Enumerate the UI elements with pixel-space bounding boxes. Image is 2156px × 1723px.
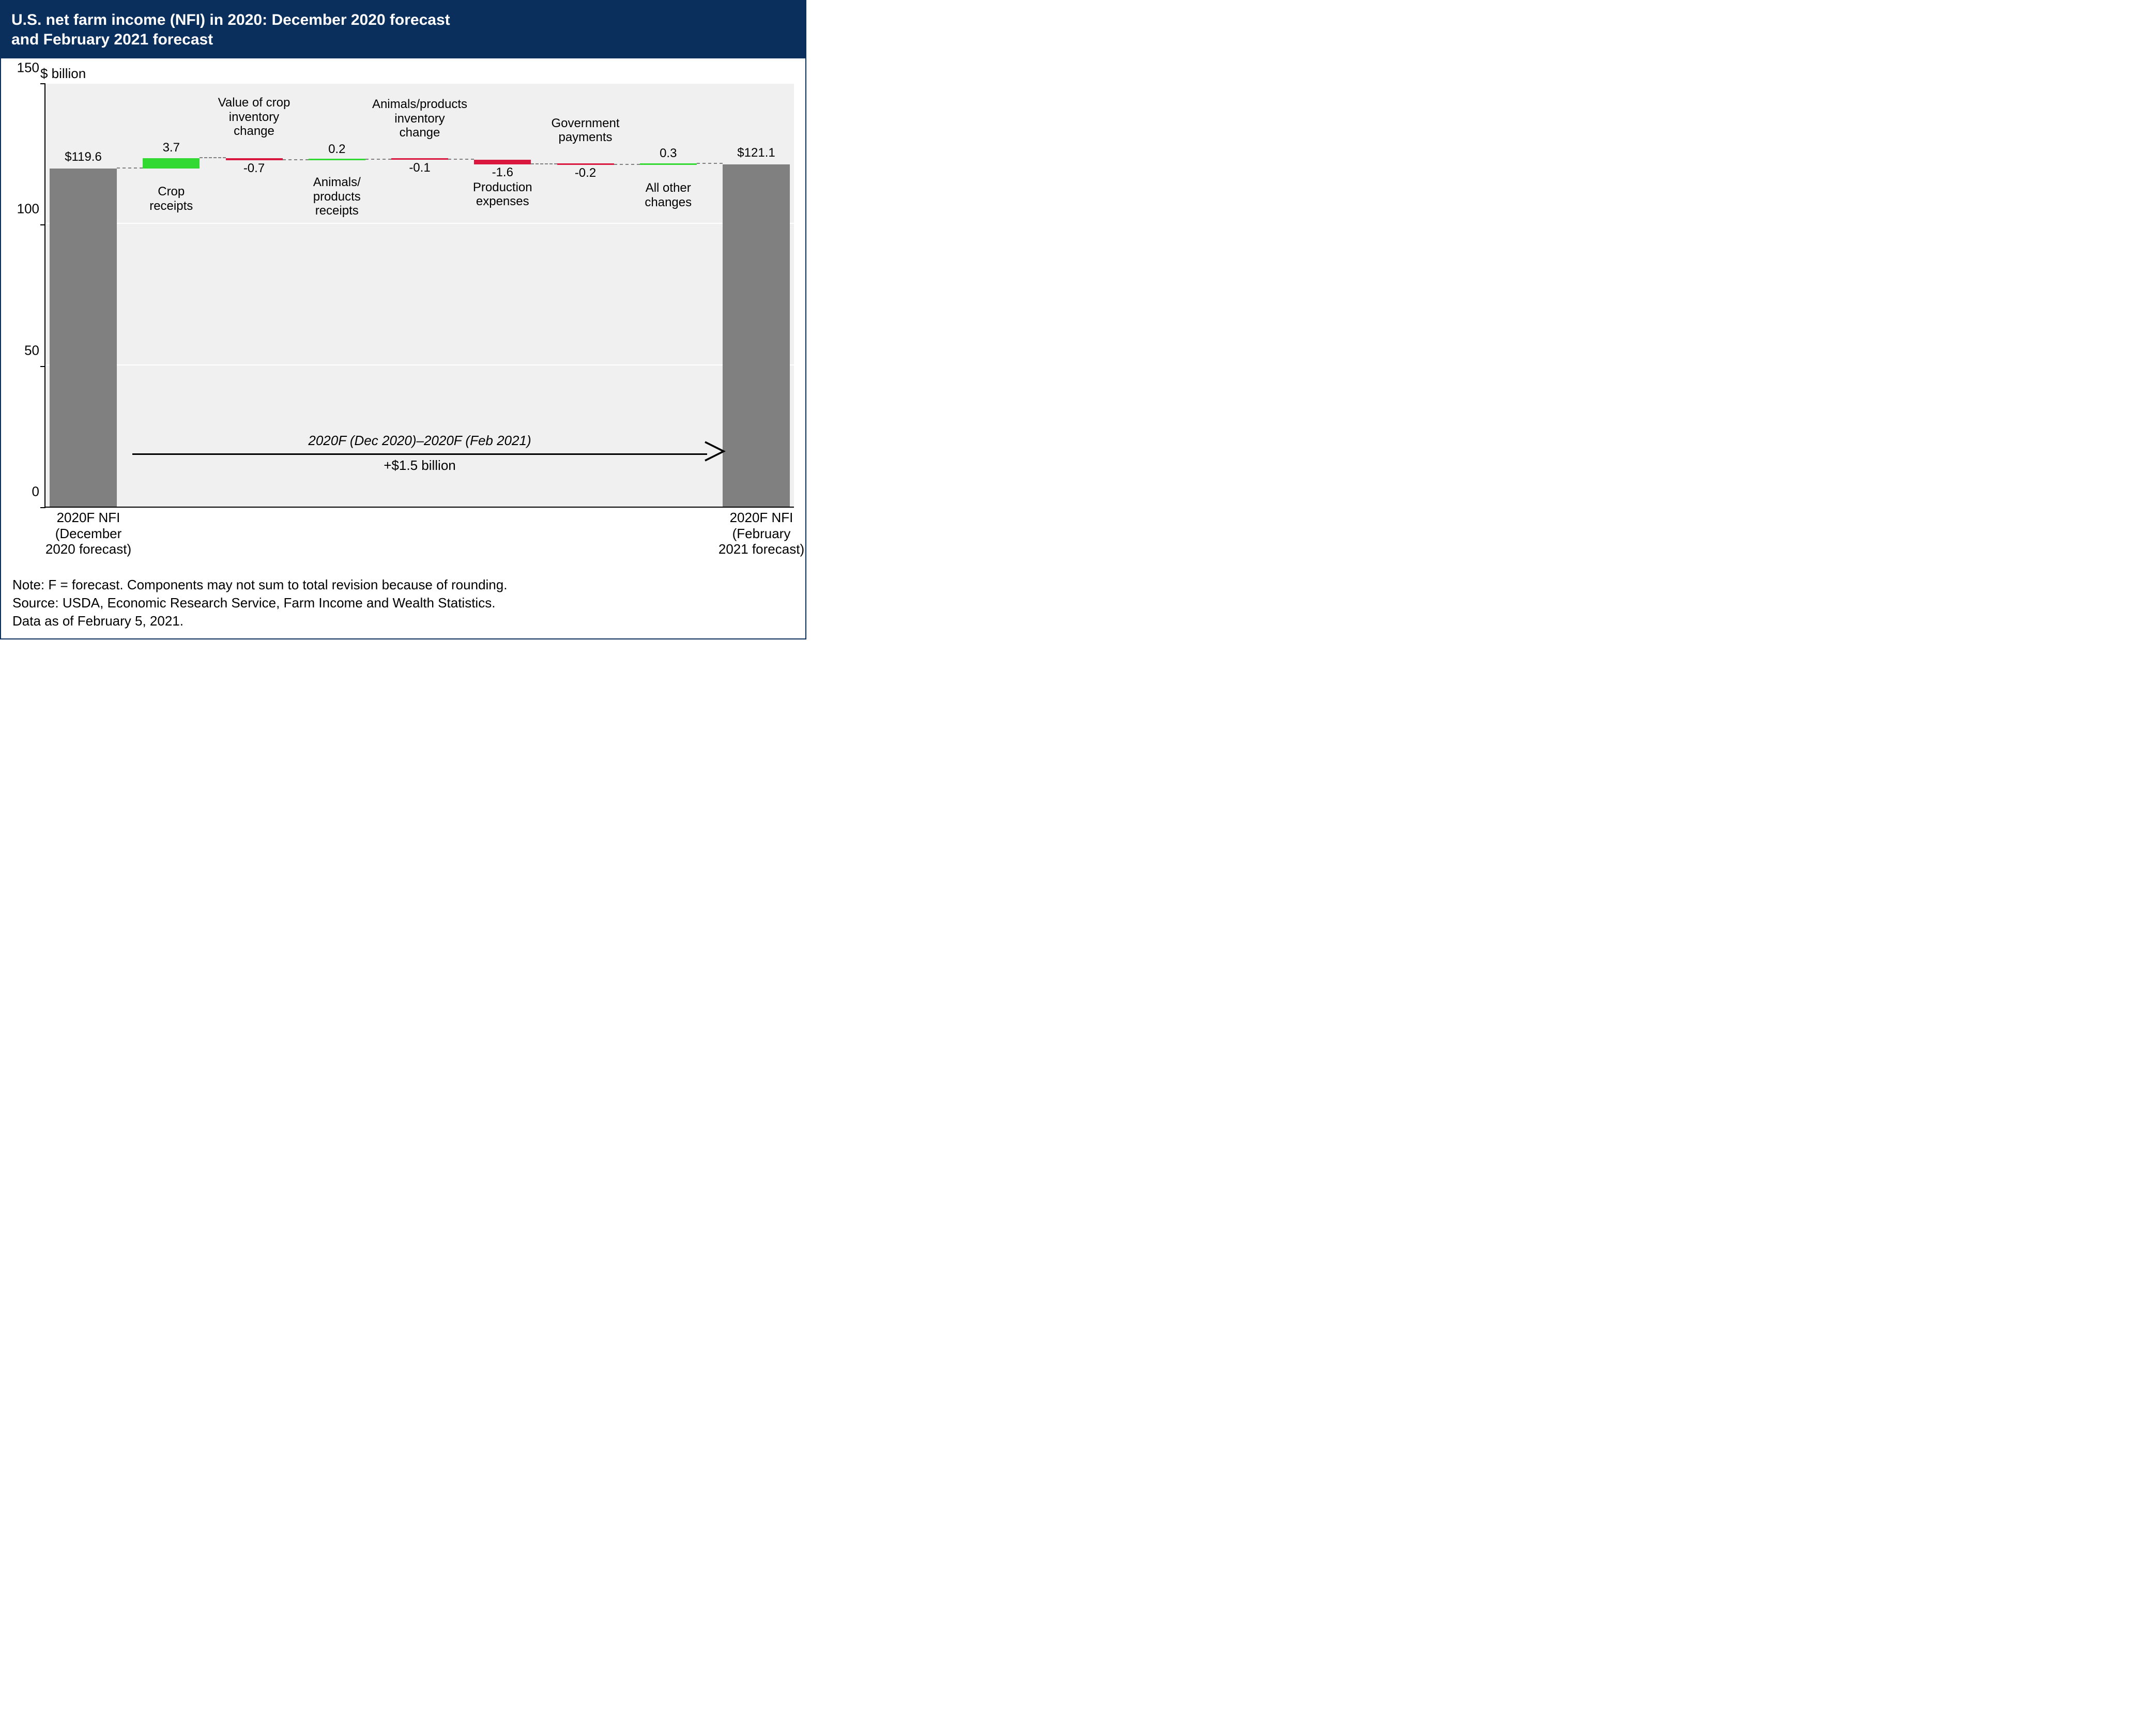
y-axis: 050100150 bbox=[12, 84, 45, 508]
x-label-end: 2020F NFI(February2021 forecast) bbox=[702, 510, 821, 557]
step-bar bbox=[640, 163, 697, 165]
step-bar bbox=[557, 163, 614, 165]
y-tick-label: 150 bbox=[17, 60, 39, 76]
x-label-start: 2020F NFI(December2020 forecast) bbox=[29, 510, 148, 557]
grid-line bbox=[45, 364, 794, 365]
note-line: Note: F = forecast. Components may not s… bbox=[12, 576, 794, 594]
step-category-label: Productionexpenses bbox=[446, 180, 559, 209]
connector-line bbox=[614, 164, 640, 165]
chart-container: U.S. net farm income (NFI) in 2020: Dece… bbox=[0, 0, 806, 639]
start-bar bbox=[50, 169, 117, 507]
y-tick-label: 50 bbox=[24, 342, 39, 358]
step-value-label: 0.3 bbox=[630, 146, 707, 161]
y-tick-label: 0 bbox=[32, 484, 39, 500]
step-category-label: Governmentpayments bbox=[529, 116, 643, 145]
step-category-label: Animals/productsreceipts bbox=[280, 175, 394, 218]
step-value-label: -1.6 bbox=[464, 165, 541, 180]
step-category-label: All otherchanges bbox=[611, 181, 725, 209]
connector-line bbox=[200, 157, 225, 158]
start-value-label: $119.6 bbox=[34, 150, 132, 164]
step-category-label: Value of cropinventorychange bbox=[197, 96, 311, 139]
step-value-label: 3.7 bbox=[132, 141, 210, 155]
end-value-label: $121.1 bbox=[707, 146, 805, 160]
end-bar bbox=[723, 164, 790, 507]
step-bar bbox=[143, 158, 200, 169]
grid-line bbox=[45, 223, 794, 224]
chart-body: $ billion 0 50 100 150 $119.63.7 Cropreceipt… bbox=[1, 58, 805, 574]
arrow-caption-bottom: +$1.5 billion bbox=[132, 458, 707, 474]
change-arrow bbox=[132, 453, 707, 455]
step-bar bbox=[226, 158, 283, 160]
y-axis-label: $ billion bbox=[40, 66, 794, 82]
source-line: Source: USDA, Economic Research Service,… bbox=[12, 594, 794, 612]
step-value-label: -0.1 bbox=[381, 161, 458, 175]
connector-line bbox=[365, 159, 391, 160]
step-bar bbox=[309, 159, 365, 160]
step-bar bbox=[391, 158, 448, 160]
y-tick-label: 100 bbox=[17, 201, 39, 217]
step-value-label: 0.2 bbox=[298, 142, 376, 157]
plot-area: $119.63.7Cropreceipts-0.7Value of cropin… bbox=[45, 84, 794, 508]
title-line-1: U.S. net farm income (NFI) in 2020: Dece… bbox=[11, 10, 795, 30]
step-category-label: Animals/productsinventorychange bbox=[363, 97, 477, 140]
arrow-caption-top: 2020F (Dec 2020)–2020F (Feb 2021) bbox=[132, 433, 707, 449]
step-category-label: Cropreceipts bbox=[114, 185, 228, 213]
plot-wrap: 050100150 $119.63.7Cropreceipts-0.7Value… bbox=[12, 84, 794, 508]
step-bar bbox=[474, 160, 531, 164]
chart-title: U.S. net farm income (NFI) in 2020: Dece… bbox=[1, 1, 805, 58]
connector-line bbox=[531, 163, 557, 164]
connector-line bbox=[117, 167, 143, 169]
data-date-line: Data as of February 5, 2021. bbox=[12, 612, 794, 630]
connector-line bbox=[697, 163, 723, 164]
connector-line bbox=[283, 159, 309, 160]
step-value-label: -0.2 bbox=[547, 166, 624, 180]
chart-notes: Note: F = forecast. Components may not s… bbox=[1, 574, 805, 638]
arrow-head-icon bbox=[704, 441, 727, 464]
x-axis-labels: 2020F NFI(December2020 forecast)2020F NF… bbox=[45, 508, 794, 570]
title-line-2: and February 2021 forecast bbox=[11, 30, 795, 50]
grid-line bbox=[45, 82, 794, 83]
step-value-label: -0.7 bbox=[216, 161, 293, 176]
connector-line bbox=[448, 159, 474, 160]
